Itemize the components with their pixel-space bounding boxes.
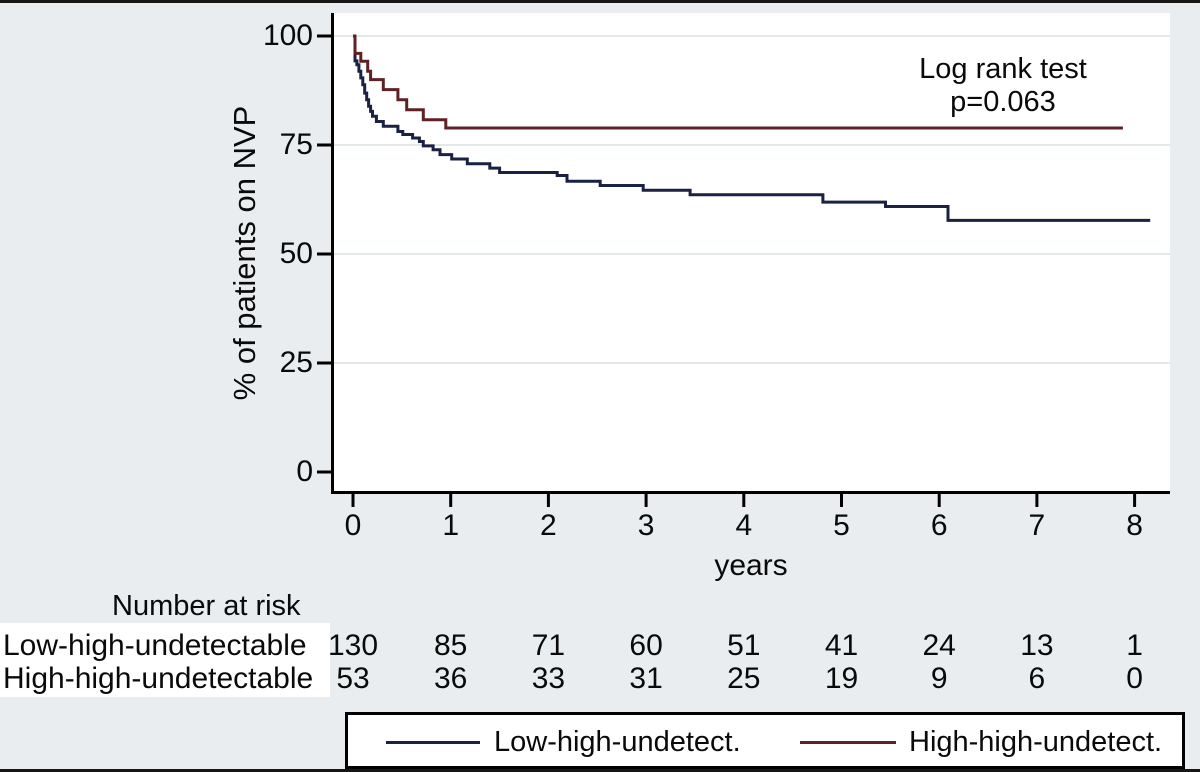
risk-count-row1-t4: 51 <box>727 629 761 662</box>
risk-count-row2-t8: 0 <box>1126 662 1143 695</box>
risk-row-label-high: High-high-undetectable <box>3 662 314 695</box>
legend-line-high-icon <box>800 741 896 744</box>
x-tick-label-3: 3 <box>637 509 655 542</box>
x-tick-label-2: 2 <box>540 509 557 542</box>
risk-count-row1-t8: 1 <box>1126 629 1143 662</box>
risk-count-row1-t3: 60 <box>629 629 663 662</box>
legend-label-high: High-high-undetect. <box>909 726 1163 758</box>
y-tick-label-75: 75 <box>279 128 313 161</box>
log-rank-annotation-line1: Log rank test <box>919 53 1087 85</box>
legend: Low-high-undetect. High-high-undetect. <box>345 712 1185 769</box>
risk-count-row2-t3: 31 <box>629 662 663 695</box>
risk-count-row1-t5: 41 <box>824 629 859 662</box>
survival-plot-svg <box>317 13 1170 507</box>
legend-label-low: Low-high-undetect. <box>494 726 741 758</box>
risk-label-background <box>0 623 330 697</box>
km-curve-high-high-undetectable <box>353 34 1123 130</box>
risk-count-row1-t1: 85 <box>434 629 468 662</box>
risk-count-row2-t5: 19 <box>824 662 859 695</box>
log-rank-annotation: Log rank test p=0.063 <box>833 53 1173 119</box>
risk-count-row2-t1: 36 <box>434 662 468 695</box>
x-tick-label-1: 1 <box>442 509 460 542</box>
risk-count-row1-t0: 130 <box>327 629 379 662</box>
x-tick-label-4: 4 <box>735 509 753 542</box>
risk-row-label-low: Low-high-undetectable <box>3 629 307 662</box>
risk-count-row2-t2: 33 <box>531 662 566 695</box>
y-tick-label-0: 0 <box>296 455 313 488</box>
risk-count-row2-t6: 9 <box>930 662 948 695</box>
risk-count-row1-t2: 71 <box>531 629 566 662</box>
y-tick-label-100: 100 <box>262 19 313 52</box>
y-tick-label-25: 25 <box>279 346 313 379</box>
x-axis-title: years <box>714 549 788 582</box>
risk-count-row1-t7: 13 <box>1020 629 1054 662</box>
x-tick-label-5: 5 <box>833 509 850 542</box>
km-curve-low-high-undetectable <box>353 34 1151 222</box>
x-tick-label-8: 8 <box>1126 509 1143 542</box>
x-tick-label-6: 6 <box>930 509 948 542</box>
risk-count-row1-t6: 24 <box>922 629 956 662</box>
risk-count-row2-t7: 6 <box>1028 662 1046 695</box>
x-tick-label-7: 7 <box>1028 509 1046 542</box>
risk-count-row2-t0: 53 <box>336 662 370 695</box>
risk-count-row2-t4: 25 <box>727 662 761 695</box>
plot-region <box>331 13 1170 491</box>
legend-line-low-icon <box>386 741 480 744</box>
risk-table-heading: Number at risk <box>112 590 301 622</box>
log-rank-annotation-line2: p=0.063 <box>950 86 1056 118</box>
x-tick-label-0: 0 <box>344 509 362 542</box>
y-tick-label-50: 50 <box>279 237 313 270</box>
